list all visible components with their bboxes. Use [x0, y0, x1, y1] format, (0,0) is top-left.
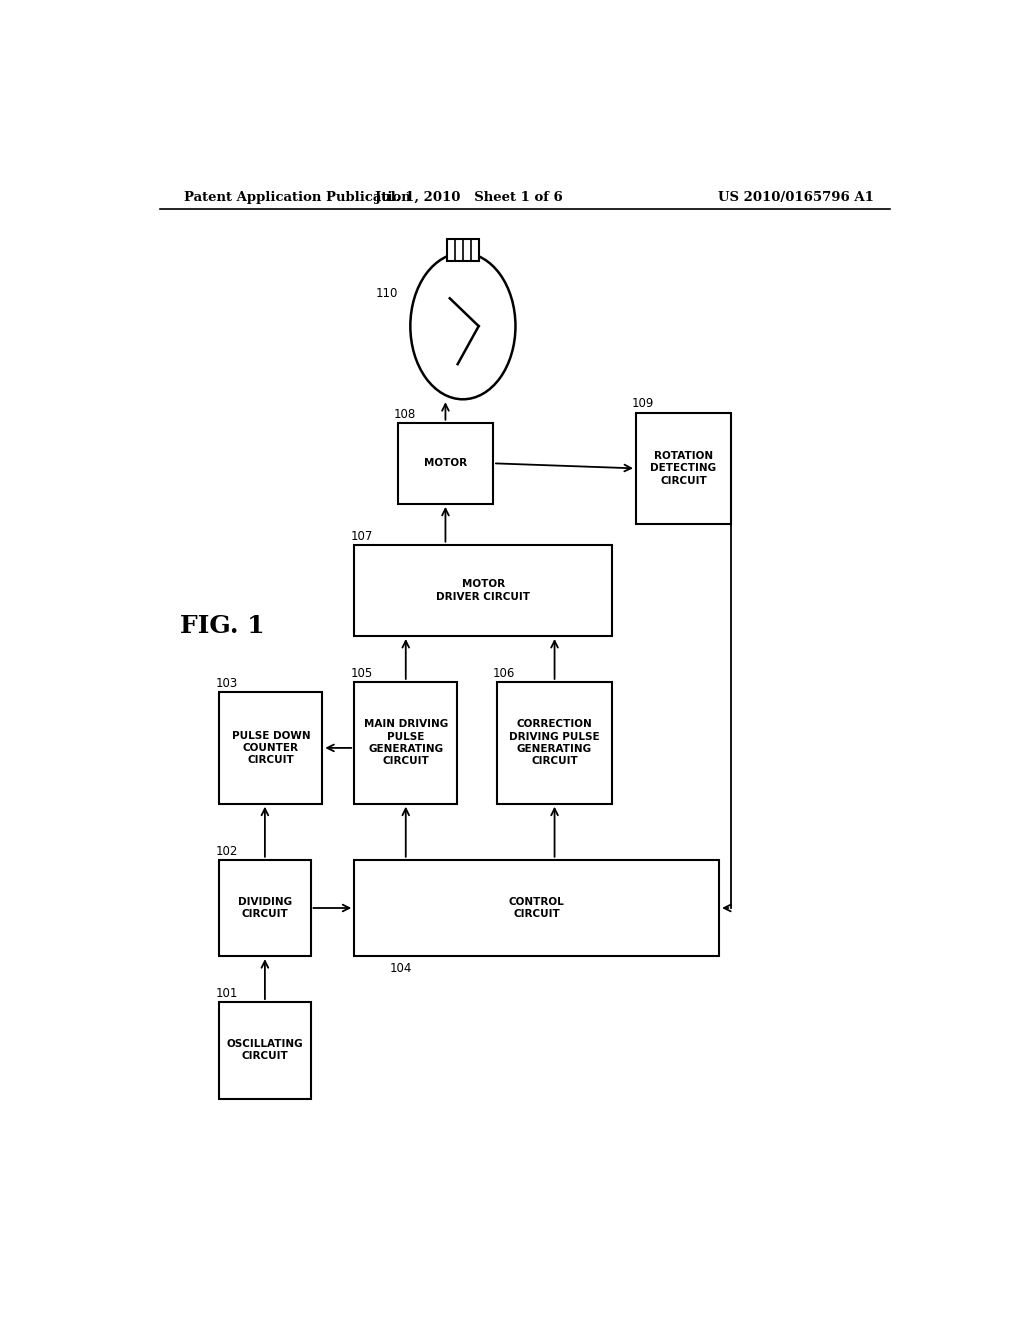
Ellipse shape: [411, 253, 515, 399]
Bar: [354, 545, 612, 636]
Text: DIVIDING
CIRCUIT: DIVIDING CIRCUIT: [238, 896, 292, 919]
Text: US 2010/0165796 A1: US 2010/0165796 A1: [718, 190, 873, 203]
Text: MOTOR: MOTOR: [424, 458, 467, 469]
Text: OSCILLATING
CIRCUIT: OSCILLATING CIRCUIT: [226, 1039, 303, 1061]
Bar: [497, 682, 612, 804]
Text: Jul. 1, 2010   Sheet 1 of 6: Jul. 1, 2010 Sheet 1 of 6: [376, 190, 563, 203]
Text: CORRECTION
DRIVING PULSE
GENERATING
CIRCUIT: CORRECTION DRIVING PULSE GENERATING CIRC…: [509, 719, 600, 767]
Text: MAIN DRIVING
PULSE
GENERATING
CIRCUIT: MAIN DRIVING PULSE GENERATING CIRCUIT: [364, 719, 447, 767]
Text: CONTROL
CIRCUIT: CONTROL CIRCUIT: [509, 896, 564, 919]
Text: 105: 105: [350, 667, 373, 680]
Bar: [354, 859, 719, 956]
Text: FIG. 1: FIG. 1: [179, 614, 264, 638]
Text: 106: 106: [494, 667, 515, 680]
Text: PULSE DOWN
COUNTER
CIRCUIT: PULSE DOWN COUNTER CIRCUIT: [231, 730, 310, 766]
Text: MOTOR
DRIVER CIRCUIT: MOTOR DRIVER CIRCUIT: [436, 579, 530, 602]
Bar: [636, 413, 731, 524]
Text: 109: 109: [632, 397, 654, 411]
Bar: [354, 682, 458, 804]
Bar: [219, 1002, 310, 1098]
Bar: [447, 239, 479, 261]
Text: ROTATION
DETECTING
CIRCUIT: ROTATION DETECTING CIRCUIT: [650, 451, 717, 486]
Text: 108: 108: [394, 408, 416, 421]
Text: 104: 104: [390, 961, 413, 974]
Text: 102: 102: [215, 845, 238, 858]
Text: 101: 101: [215, 987, 238, 1001]
Bar: [397, 422, 494, 504]
Bar: [219, 859, 310, 956]
Text: 103: 103: [215, 677, 238, 690]
Bar: [219, 692, 323, 804]
Text: 107: 107: [350, 529, 373, 543]
Text: Patent Application Publication: Patent Application Publication: [183, 190, 411, 203]
Text: 110: 110: [376, 286, 398, 300]
